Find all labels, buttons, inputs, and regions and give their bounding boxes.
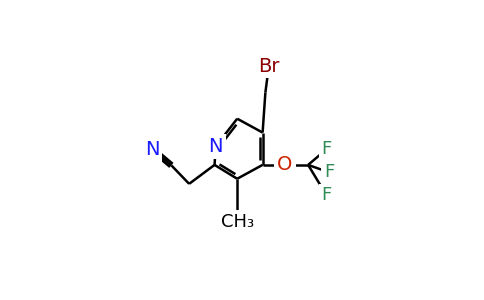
- Text: F: F: [324, 163, 334, 181]
- Text: CH₃: CH₃: [221, 213, 254, 231]
- Text: N: N: [145, 140, 159, 159]
- Text: Br: Br: [258, 56, 280, 76]
- Text: O: O: [277, 155, 293, 174]
- Text: N: N: [209, 137, 223, 156]
- Text: F: F: [321, 186, 332, 204]
- Text: F: F: [321, 140, 332, 158]
